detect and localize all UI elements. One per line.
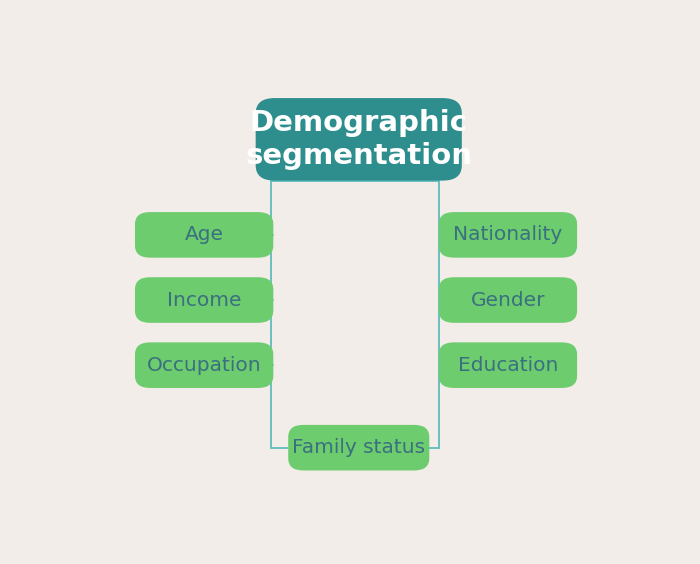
Text: Nationality: Nationality xyxy=(454,226,563,244)
Text: Education: Education xyxy=(458,356,558,374)
Text: Demographic
segmentation: Demographic segmentation xyxy=(245,109,472,170)
FancyBboxPatch shape xyxy=(439,212,577,258)
Text: Family status: Family status xyxy=(292,438,426,457)
FancyBboxPatch shape xyxy=(135,212,273,258)
Text: Occupation: Occupation xyxy=(147,356,262,374)
Text: Age: Age xyxy=(185,226,223,244)
Text: Gender: Gender xyxy=(470,290,545,310)
FancyBboxPatch shape xyxy=(135,277,273,323)
FancyBboxPatch shape xyxy=(256,98,462,180)
FancyBboxPatch shape xyxy=(439,342,577,388)
FancyBboxPatch shape xyxy=(439,277,577,323)
FancyBboxPatch shape xyxy=(288,425,429,470)
Text: Income: Income xyxy=(167,290,242,310)
FancyBboxPatch shape xyxy=(135,342,273,388)
